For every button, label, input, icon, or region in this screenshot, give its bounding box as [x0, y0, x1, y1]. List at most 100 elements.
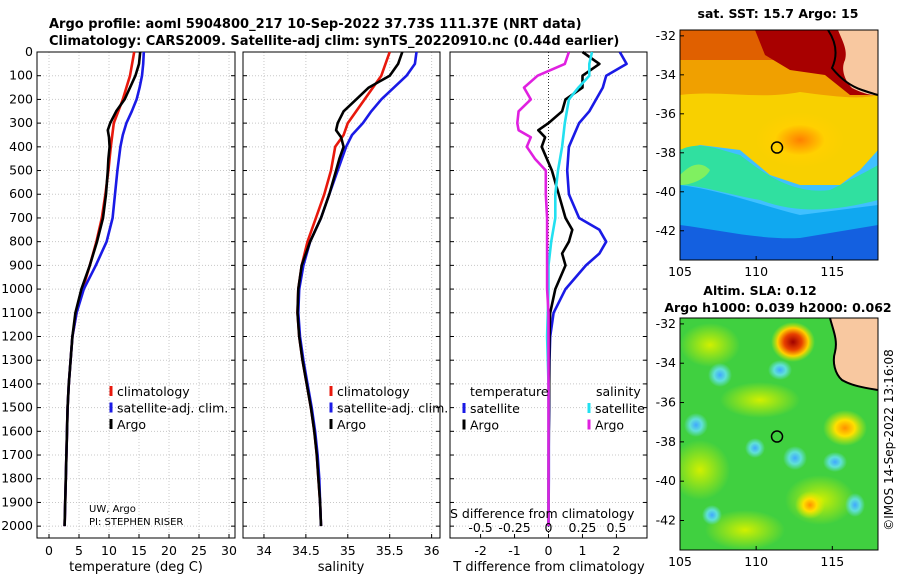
map-ytick-label: -34 — [656, 355, 676, 370]
depth-tick-label: 300 — [9, 115, 33, 130]
depth-tick-label: 2000 — [1, 518, 33, 533]
map-frame — [679, 317, 879, 551]
map-ytick-label: -36 — [656, 106, 676, 121]
depth-tick-label: 400 — [9, 139, 33, 154]
xtick-label: 1 — [578, 543, 586, 558]
legend-label: satellite-adj. clim. — [117, 401, 228, 416]
xtick-label: 34 — [256, 543, 272, 558]
depth-tick-label: 900 — [9, 257, 33, 272]
depth-tick-label: 200 — [9, 91, 33, 106]
xtick-label: 35.5 — [376, 543, 404, 558]
s-tick-label: -0.25 — [498, 520, 530, 535]
sst-map-title: sat. SST: 15.7 Argo: 15 — [698, 6, 859, 21]
header-line-2: Climatology: CARS2009. Satellite-adj cli… — [49, 34, 619, 49]
s-tick-label: 0.25 — [569, 520, 597, 535]
map-xtick-label: 115 — [820, 264, 844, 279]
legend-label: Argo — [595, 418, 624, 433]
s-tick-label: 0.5 — [606, 520, 626, 535]
xtick-label: 15 — [131, 543, 147, 558]
sst-map — [680, 30, 878, 260]
xtick-label: 0 — [45, 543, 53, 558]
map-ytick-label: -42 — [656, 513, 676, 528]
xtick-label: 20 — [161, 543, 177, 558]
depth-tick-label: 1200 — [1, 328, 33, 343]
xtick-label: 25 — [191, 543, 207, 558]
legend-label: satellite — [470, 401, 520, 416]
legend-label: satellite — [595, 401, 645, 416]
map-frame — [679, 29, 879, 261]
xtick-label: 36 — [424, 543, 440, 558]
map-ytick-label: -40 — [656, 184, 676, 199]
xtick-label: 10 — [101, 543, 117, 558]
xtick-label: -1 — [508, 543, 520, 558]
depth-tick-label: 1300 — [1, 352, 33, 367]
depth-tick-label: 0 — [25, 44, 33, 59]
s-difference-ticks: -0.5 -0.25 0 0.25 0.5 — [468, 520, 626, 535]
legend-label: climatology — [337, 384, 410, 399]
sst-map-axes: 105 110 115 -32 -34 -36 -38 -40 -42 — [656, 28, 879, 279]
map-ytick-label: -38 — [656, 434, 676, 449]
depth-tick-label: 1100 — [1, 305, 33, 320]
map-xtick-label: 115 — [820, 554, 844, 569]
depth-tick-label: 700 — [9, 210, 33, 225]
panel-frame — [36, 51, 236, 539]
series-climatology — [63, 51, 136, 527]
map-ytick-label: -40 — [656, 473, 676, 488]
credit-uw: UW, Argo — [89, 504, 136, 515]
xtick-label: 34.5 — [292, 543, 320, 558]
series-temperature-satellite — [547, 51, 628, 527]
sla-map-axes: 105 110 115 -32 -34 -36 -38 -40 -42 — [656, 316, 879, 569]
legend-title-salinity: salinity — [596, 384, 641, 399]
sla-map-subtitle: Argo h1000: 0.039 h2000: 0.062 — [664, 300, 891, 315]
temperature-legend: climatology satellite-adj. clim.Argo — [109, 384, 228, 432]
difference-xlabel: T difference from climatology — [452, 560, 645, 575]
temperature-xlabel: temperature (deg C) — [69, 560, 203, 575]
map-ytick-label: -38 — [656, 145, 676, 160]
sla-map — [680, 318, 878, 550]
xtick-label: 2 — [612, 543, 620, 558]
header-line-1: Argo profile: aoml 5904800_217 10-Sep-20… — [49, 17, 582, 32]
legend-label: Argo — [337, 417, 366, 432]
argo-position-marker — [770, 141, 784, 154]
map-ytick-label: -36 — [656, 395, 676, 410]
imos-watermark: ©IMOS 14-Sep-2022 13:16:08 — [882, 349, 896, 531]
legend-title-temperature: temperature — [470, 384, 549, 399]
xtick-label: 35 — [340, 543, 356, 558]
temperature-panel: 0 5 10 15 20 25 30 — [36, 51, 237, 558]
panel-frame — [242, 51, 441, 539]
s-difference-label: S difference from climatology — [450, 506, 635, 521]
s-tick-label: -0.5 — [468, 520, 492, 535]
credit-pi: PI: STEPHEN RISER — [89, 517, 183, 528]
depth-tick-label: 1400 — [1, 376, 33, 391]
s-tick-label: 0 — [545, 520, 553, 535]
map-xtick-label: 110 — [744, 554, 768, 569]
depth-tick-label: 1500 — [1, 400, 33, 415]
xtick-label: 30 — [221, 543, 237, 558]
map-ytick-label: -34 — [656, 67, 676, 82]
map-xtick-label: 105 — [668, 554, 692, 569]
legend-label: climatology — [117, 384, 190, 399]
argo-position-marker — [770, 430, 784, 443]
depth-tick-label: 600 — [9, 186, 33, 201]
depth-tick-label: 1700 — [1, 447, 33, 462]
series-salinity-argo — [515, 51, 571, 527]
depth-tick-label: 500 — [9, 163, 33, 178]
salinity-xlabel: salinity — [318, 560, 365, 575]
difference-legend: temperature salinity satellite Argo satell… — [462, 384, 645, 433]
map-xtick-label: 110 — [744, 264, 768, 279]
series-argo — [63, 51, 142, 527]
legend-label: Argo — [470, 418, 499, 433]
salinity-panel: 34 34.5 35 35.5 36 — [242, 51, 441, 558]
salinity-legend: climatology satellite-adj. clim.Argo — [329, 384, 448, 432]
xtick-label: 5 — [75, 543, 83, 558]
map-ytick-label: -32 — [656, 28, 676, 43]
panel-frame — [449, 51, 648, 539]
map-xtick-label: 105 — [668, 264, 692, 279]
legend-label: Argo — [117, 417, 146, 432]
depth-tick-label: 1800 — [1, 471, 33, 486]
depth-axis: 0 100 200 300 400 500 600 700 800 900 1000 1100 1200… — [1, 44, 33, 533]
depth-tick-label: 800 — [9, 234, 33, 249]
depth-tick-label: 1600 — [1, 423, 33, 438]
depth-tick-label: 100 — [9, 68, 33, 83]
